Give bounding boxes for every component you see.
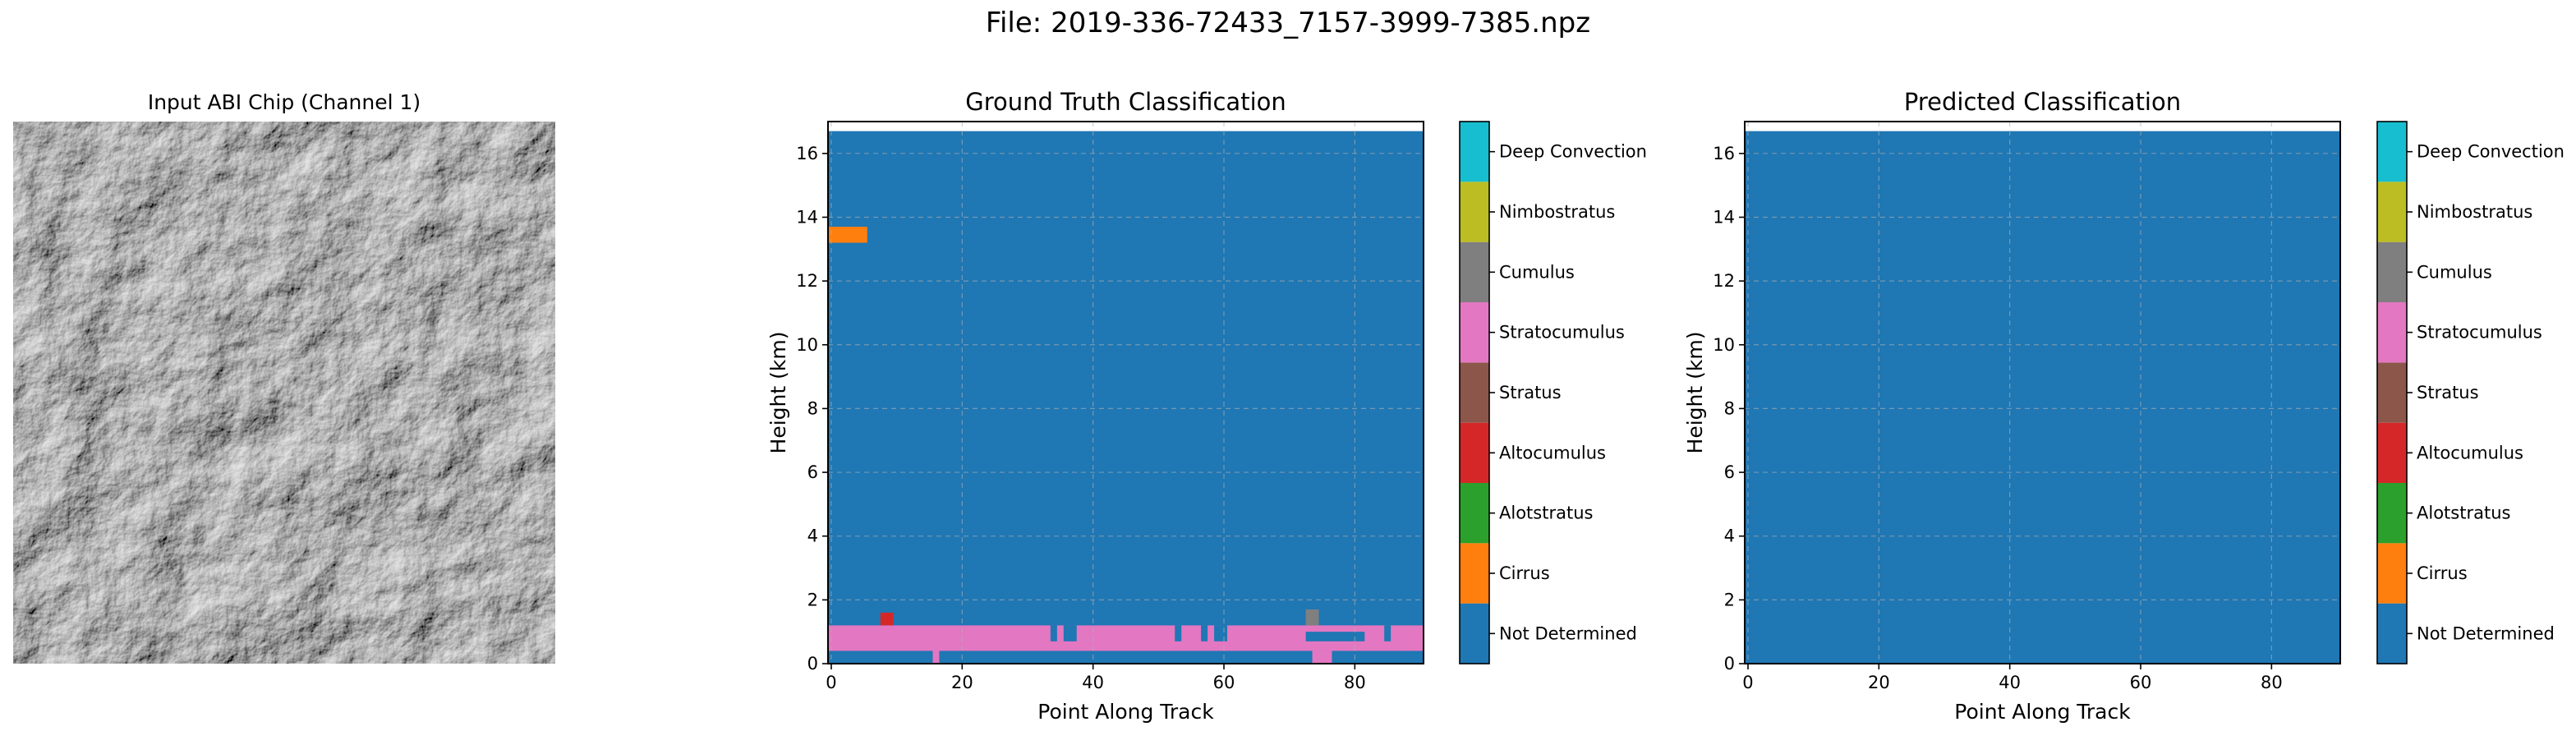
pred-x-axis-label: Point Along Track bbox=[1954, 700, 2131, 724]
pred-chart-title: Predicted Classification bbox=[1904, 88, 2181, 116]
gt-ytick-label: 6 bbox=[807, 462, 818, 482]
gt-colorbar-label: Nimbostratus bbox=[1499, 202, 1615, 222]
pred-colorbar-swatch bbox=[2377, 182, 2407, 242]
gt-chart-title: Ground Truth Classification bbox=[965, 88, 1286, 116]
pred-ytick-label: 2 bbox=[1724, 590, 1735, 609]
pred-ytick-label: 8 bbox=[1724, 398, 1735, 418]
gt-xtick-label: 80 bbox=[1344, 673, 1366, 692]
pred-xtick-label: 0 bbox=[1742, 673, 1753, 692]
gt-ytick-label: 14 bbox=[796, 207, 818, 227]
gt-axes-frame bbox=[827, 121, 1424, 664]
pred-colorbar-label: Deep Convection bbox=[2417, 142, 2564, 162]
pred-colorbar-swatch bbox=[2377, 302, 2407, 363]
pred-colorbar-label: Stratocumulus bbox=[2417, 323, 2542, 343]
pred-axes-frame bbox=[1744, 121, 2341, 664]
gt-colorbar-swatch bbox=[1460, 362, 1489, 423]
pred-colorbar-swatch bbox=[2377, 122, 2407, 182]
pred-ytick-label: 12 bbox=[1713, 271, 1735, 291]
gt-region-not-determined bbox=[1063, 625, 1077, 641]
pred-ytick-label: 0 bbox=[1724, 654, 1735, 674]
pred-ytick-label: 14 bbox=[1713, 207, 1735, 227]
pred-colorbar-label: Cumulus bbox=[2417, 262, 2492, 282]
pred-xtick-label: 40 bbox=[1999, 673, 2021, 692]
gt-colorbar-label: Alotstratus bbox=[1499, 503, 1593, 523]
gt-colorbar-label: Not Determined bbox=[1499, 623, 1637, 643]
gt-region-not-determined bbox=[1214, 625, 1227, 641]
chip-texture bbox=[13, 122, 555, 664]
gt-region-not-determined bbox=[1384, 625, 1392, 641]
pred-colorbar-label: Stratus bbox=[2417, 383, 2479, 402]
gt-colorbar-swatch bbox=[1460, 122, 1489, 182]
gt-colorbar-swatch bbox=[1460, 302, 1489, 363]
figure-title: File: 2019-336-72433_7157-3999-7385.npz bbox=[985, 7, 1591, 39]
pred-y-axis-label: Height (km) bbox=[1683, 332, 1707, 454]
pred-xtick-label: 60 bbox=[2130, 673, 2152, 692]
pred-ytick-label: 6 bbox=[1724, 462, 1735, 482]
gt-ytick-label: 8 bbox=[807, 398, 818, 418]
gt-colorbar-label: Deep Convection bbox=[1499, 142, 1647, 162]
pred-ytick-label: 16 bbox=[1713, 144, 1735, 163]
pred-colorbar-label: Not Determined bbox=[2417, 623, 2555, 643]
pred-colorbar-label: Alotstratus bbox=[2417, 503, 2510, 523]
pred-xtick-label: 20 bbox=[1868, 673, 1890, 692]
gt-xtick-label: 20 bbox=[951, 673, 973, 692]
pred-colorbar-label: Altocumulus bbox=[2417, 443, 2523, 462]
gt-ytick-label: 16 bbox=[796, 144, 818, 163]
pred-background-field bbox=[1745, 131, 2340, 664]
gt-y-axis-label: Height (km) bbox=[766, 332, 790, 454]
gt-colorbar-label: Altocumulus bbox=[1499, 443, 1606, 462]
gt-ytick-label: 12 bbox=[796, 271, 818, 291]
pred-ytick-label: 10 bbox=[1713, 335, 1735, 355]
pred-colorbar-swatch bbox=[2377, 422, 2407, 483]
gt-ytick-label: 10 bbox=[796, 335, 818, 355]
gt-region-not-determined bbox=[1201, 625, 1208, 641]
gt-colorbar-label: Cirrus bbox=[1499, 563, 1550, 583]
gt-colorbar-swatch bbox=[1460, 241, 1489, 302]
gt-region-not-determined bbox=[1050, 625, 1057, 641]
gt-colorbar-swatch bbox=[1460, 603, 1489, 664]
pred-colorbar-label: Nimbostratus bbox=[2417, 202, 2532, 222]
pred-colorbar-swatch bbox=[2377, 603, 2407, 664]
gt-region-altocumulus bbox=[880, 612, 894, 626]
pred-colorbar-swatch bbox=[2377, 483, 2407, 544]
gt-region-stratocumulus bbox=[932, 651, 940, 664]
gt-ytick-label: 4 bbox=[807, 526, 818, 546]
pred-colorbar-swatch bbox=[2377, 362, 2407, 423]
gt-region-not-determined bbox=[1305, 632, 1365, 641]
gt-colorbar-label: Stratocumulus bbox=[1499, 323, 1625, 343]
gt-colorbar-swatch bbox=[1460, 422, 1489, 483]
pred-colorbar-swatch bbox=[2377, 241, 2407, 302]
input-chip-title: Input ABI Chip (Channel 1) bbox=[147, 90, 421, 114]
gt-colorbar-frame bbox=[1459, 121, 1490, 664]
input-abi-chip-image bbox=[13, 122, 555, 664]
pred-colorbar-swatch bbox=[2377, 543, 2407, 604]
gt-region-cumulus bbox=[1305, 609, 1319, 626]
gt-colorbar-label: Stratus bbox=[1499, 383, 1562, 402]
gt-ytick-label: 0 bbox=[807, 654, 818, 674]
pred-colorbar-label: Cirrus bbox=[2417, 563, 2468, 583]
gt-xtick-label: 40 bbox=[1082, 673, 1104, 692]
gt-ytick-label: 2 bbox=[807, 590, 818, 609]
gt-colorbar-swatch bbox=[1460, 182, 1489, 242]
gt-xtick-label: 60 bbox=[1213, 673, 1235, 692]
gt-colorbar-swatch bbox=[1460, 543, 1489, 604]
gt-background-field bbox=[828, 131, 1424, 664]
pred-ytick-label: 4 bbox=[1724, 526, 1735, 546]
pred-xtick-label: 80 bbox=[2261, 673, 2283, 692]
gt-xtick-label: 0 bbox=[826, 673, 836, 692]
gt-colorbar-swatch bbox=[1460, 483, 1489, 544]
gt-colorbar-label: Cumulus bbox=[1499, 262, 1575, 282]
gt-region-stratocumulus bbox=[1312, 651, 1332, 664]
pred-colorbar-frame bbox=[2376, 121, 2408, 664]
gt-x-axis-label: Point Along Track bbox=[1037, 700, 1214, 724]
gt-region-cirrus bbox=[828, 227, 867, 243]
gt-region-not-determined bbox=[1175, 625, 1182, 641]
